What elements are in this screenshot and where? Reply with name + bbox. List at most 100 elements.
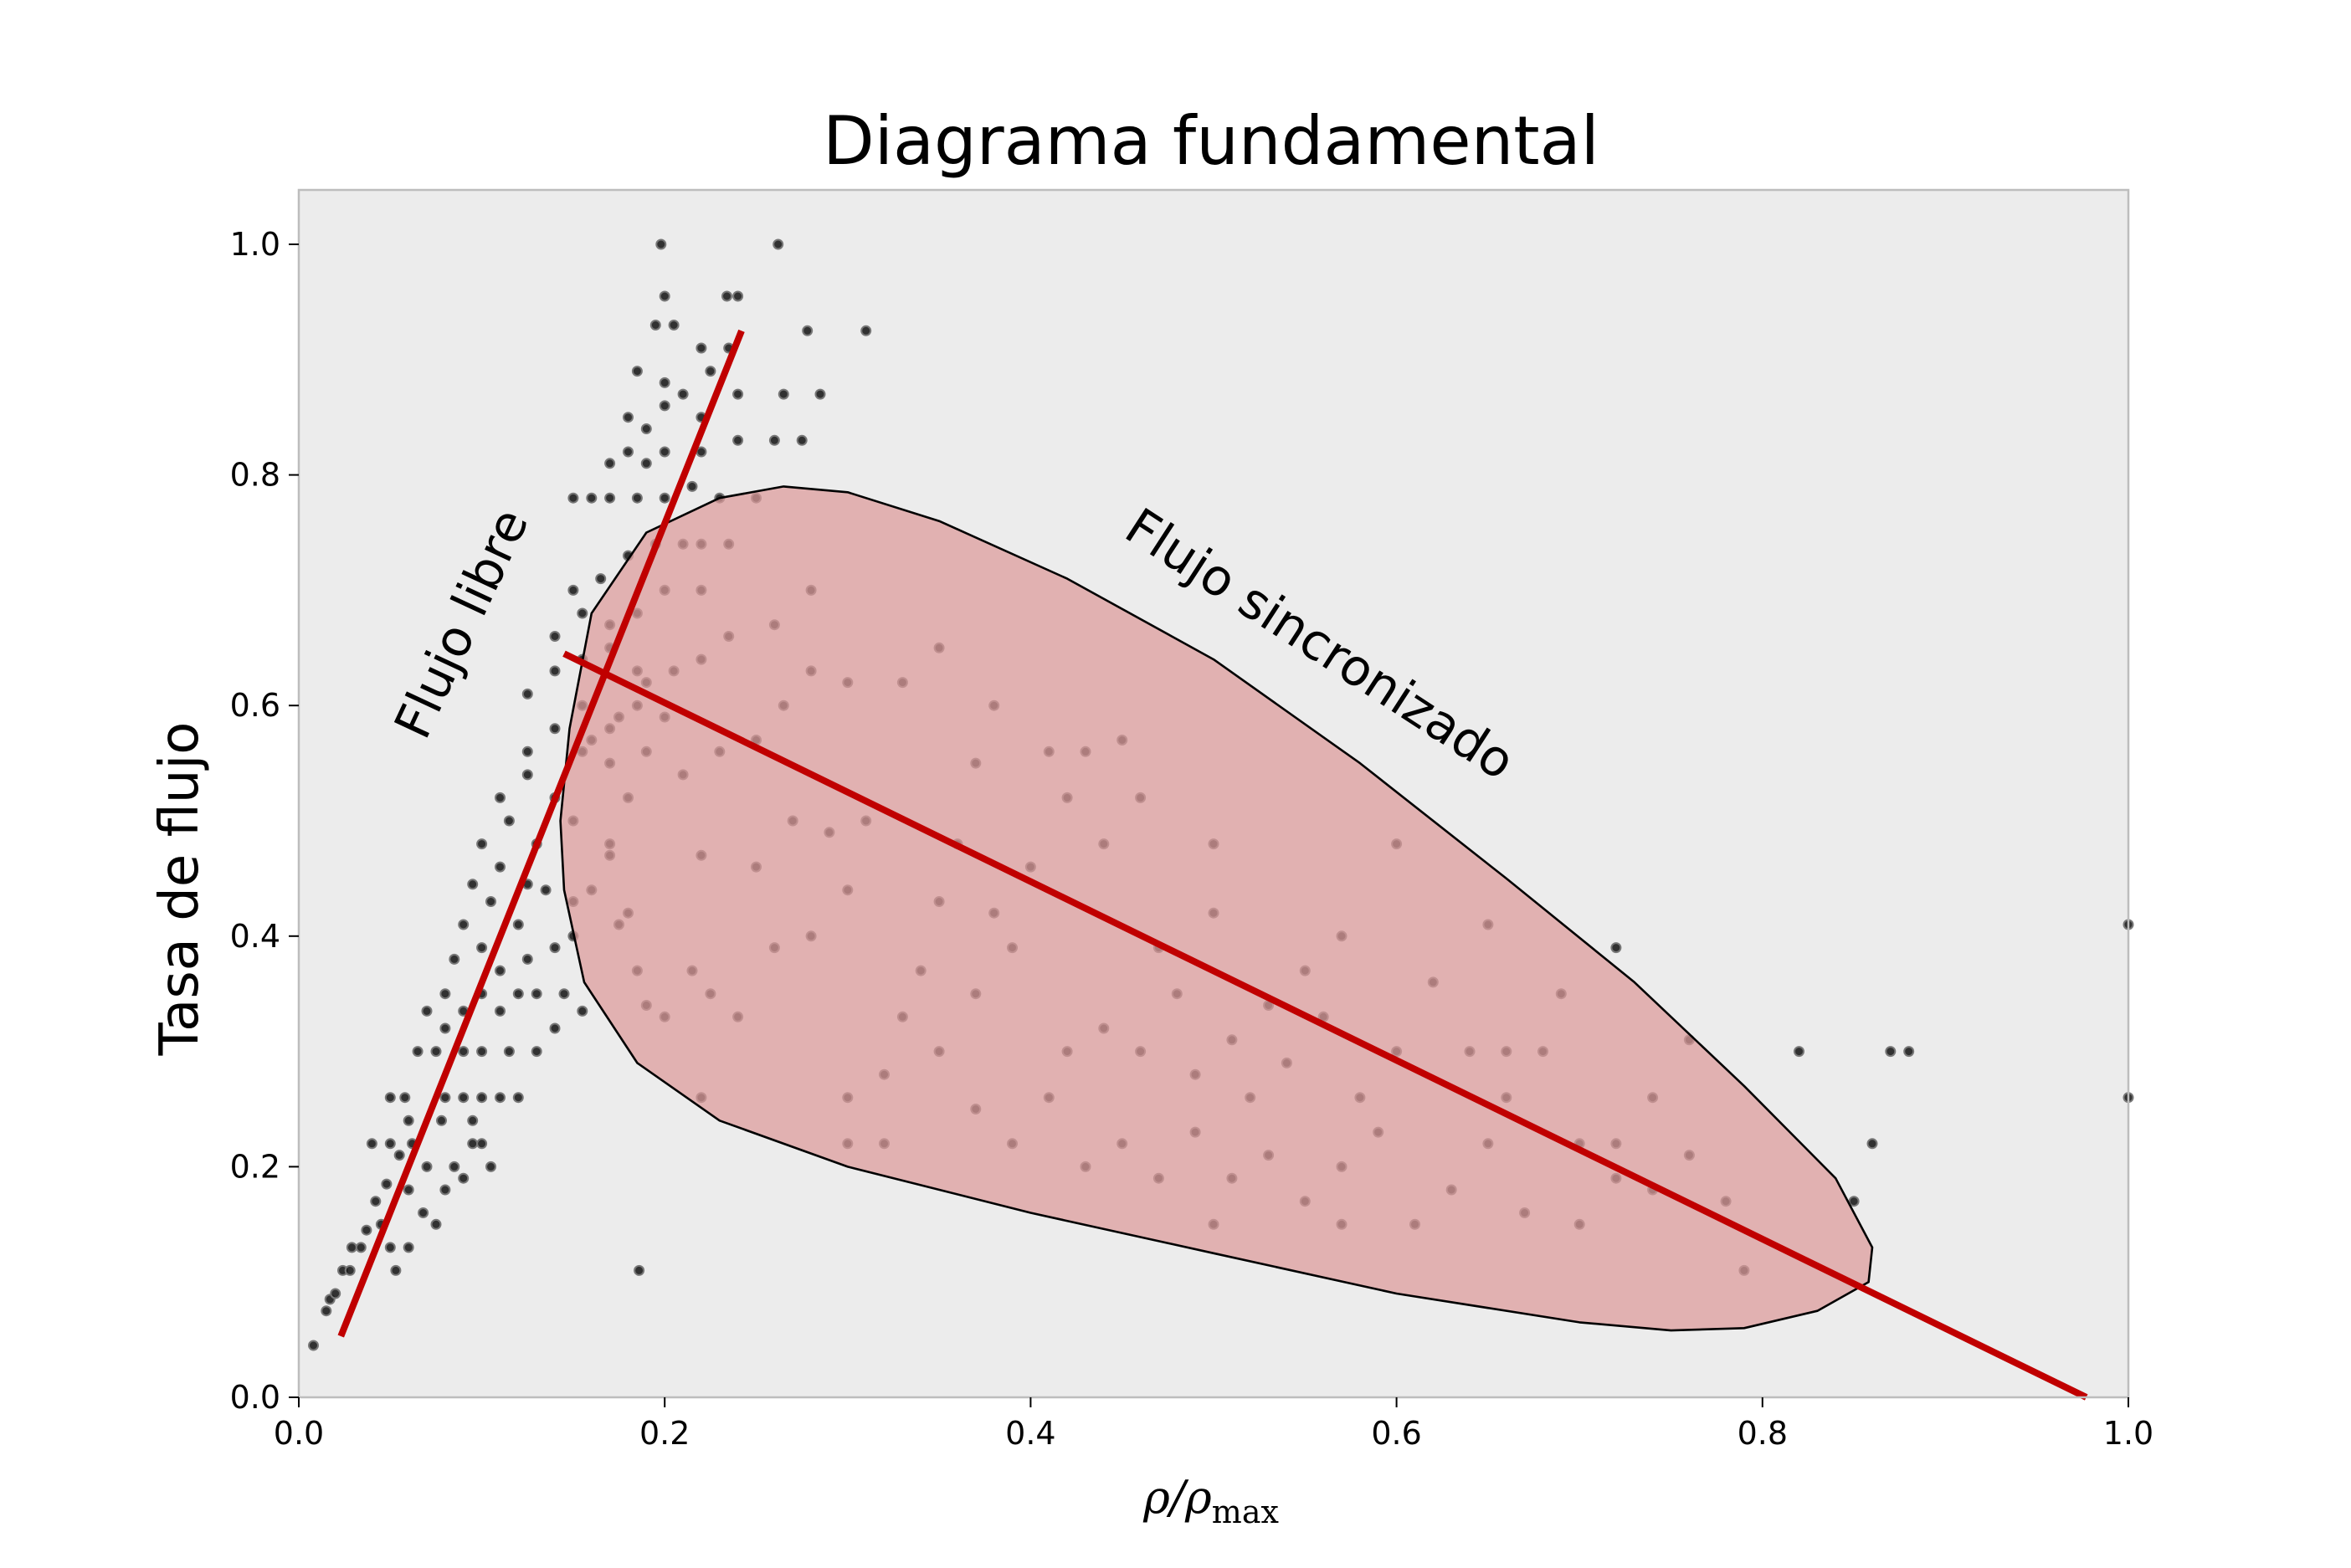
data-point <box>659 377 670 388</box>
data-point <box>476 1138 488 1150</box>
data-point <box>361 1224 372 1236</box>
data-point <box>458 919 470 930</box>
data-point <box>659 290 670 302</box>
data-point <box>732 434 744 446</box>
y-tick-label: 0.4 <box>230 918 280 955</box>
data-point <box>531 1046 542 1058</box>
data-point <box>476 1046 488 1058</box>
x-tick-label: 1.0 <box>2103 1415 2153 1452</box>
data-point <box>732 388 744 400</box>
data-point <box>1848 1196 1860 1207</box>
data-point <box>677 388 689 400</box>
data-point <box>521 769 533 781</box>
data-point <box>567 492 579 504</box>
chart-title: Diagrama fundamental <box>823 102 1599 180</box>
x-tick-label: 0.8 <box>1738 1415 1788 1452</box>
data-point <box>430 1218 442 1230</box>
data-point <box>439 1092 451 1104</box>
data-point <box>458 1172 470 1184</box>
data-point <box>567 584 579 596</box>
data-point <box>1794 1046 1804 1058</box>
data-point <box>631 492 643 504</box>
y-axis-label: Tasa de flujo <box>149 722 211 1057</box>
data-point <box>512 988 524 1000</box>
data-point <box>512 919 524 930</box>
data-point <box>458 1092 470 1104</box>
x-tick-label: 0.4 <box>1005 1415 1055 1452</box>
x-tick-label: 0.0 <box>274 1415 324 1452</box>
data-point <box>705 366 716 377</box>
data-point <box>1885 1046 1897 1058</box>
data-point <box>659 492 670 504</box>
data-point <box>436 1115 447 1126</box>
data-point <box>384 1138 396 1150</box>
x-tick-label: 0.2 <box>639 1415 690 1452</box>
data-point <box>403 1242 414 1253</box>
data-point <box>577 1005 588 1017</box>
x-axis-label: ρ/ρmax <box>1142 1471 1279 1530</box>
data-point <box>773 238 784 250</box>
data-point <box>558 988 570 1000</box>
data-point <box>308 1340 319 1351</box>
data-point <box>495 861 506 873</box>
data-point <box>595 573 607 585</box>
data-point <box>631 366 643 377</box>
data-point <box>390 1264 402 1276</box>
data-point <box>476 942 488 954</box>
data-point <box>393 1150 405 1161</box>
data-point <box>659 400 670 412</box>
data-point <box>802 325 814 336</box>
data-point <box>449 1161 460 1172</box>
data-point <box>421 1161 433 1172</box>
data-point <box>860 325 872 336</box>
data-point <box>634 1264 645 1276</box>
data-point <box>430 1046 442 1058</box>
data-point <box>467 1115 479 1126</box>
data-point <box>668 320 680 331</box>
data-point <box>439 988 451 1000</box>
y-axis-ticks: 0.0 0.2 0.4 0.6 0.8 1.0 <box>230 226 299 1416</box>
data-point <box>778 388 789 400</box>
data-point <box>503 815 515 827</box>
data-point <box>604 458 616 469</box>
data-point <box>655 238 667 250</box>
data-point <box>521 688 533 699</box>
data-point <box>549 942 561 954</box>
x-axis-label-base: ρ/ρ <box>1142 1471 1212 1524</box>
data-point <box>1610 942 1622 954</box>
data-point <box>577 607 588 619</box>
free-flow-fit-line <box>337 329 745 1338</box>
data-point <box>549 631 561 642</box>
data-point <box>330 1288 341 1299</box>
y-tick-label: 0.2 <box>230 1148 280 1185</box>
data-point <box>521 746 533 757</box>
data-point <box>421 1005 433 1017</box>
data-point <box>476 838 488 850</box>
data-point <box>1903 1046 1915 1058</box>
data-point <box>549 723 561 735</box>
data-point <box>814 388 826 400</box>
data-point <box>399 1092 411 1104</box>
data-point <box>649 320 661 331</box>
data-point <box>495 1005 506 1017</box>
data-point <box>549 1022 561 1034</box>
data-point <box>768 434 780 446</box>
data-point <box>439 1184 451 1196</box>
data-point <box>604 492 616 504</box>
data-point <box>467 1138 479 1150</box>
x-axis-ticks: 0.0 0.2 0.4 0.6 0.8 1.0 <box>274 1397 2153 1452</box>
data-point <box>659 446 670 458</box>
synchronized-flow-region <box>559 485 1874 1332</box>
congested-fit-line <box>562 650 2088 1401</box>
y-tick-label: 0.8 <box>230 457 280 494</box>
data-point <box>586 492 598 504</box>
x-tick-label: 0.6 <box>1371 1415 1421 1452</box>
data-point <box>640 458 652 469</box>
data-point <box>686 480 698 492</box>
x-axis-label-subscript: max <box>1212 1494 1279 1530</box>
data-point <box>449 953 460 965</box>
data-point <box>623 446 634 458</box>
data-point <box>476 1092 488 1104</box>
data-point <box>512 1092 524 1104</box>
data-point <box>458 1046 470 1058</box>
